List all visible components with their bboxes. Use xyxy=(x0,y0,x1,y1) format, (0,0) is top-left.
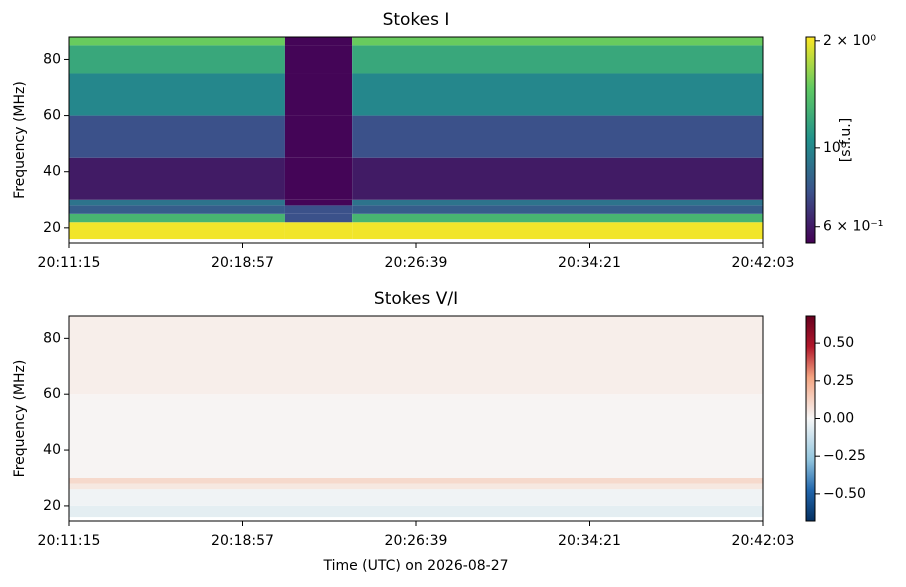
heatmap-cell xyxy=(69,199,285,206)
colorbar-tick-label: −0.50 xyxy=(823,486,866,502)
y-tick-label: 20 xyxy=(43,498,61,514)
heatmap-cell xyxy=(284,157,353,200)
x-axis-label: Time (UTC) on 2026-08-27 xyxy=(322,558,508,574)
heatmap-cell xyxy=(69,73,285,116)
heatmap-cell xyxy=(352,73,763,116)
y-tick-label: 80 xyxy=(43,330,61,346)
x-tick-label: 20:42:03 xyxy=(732,533,795,549)
colorbar-tick-label: 6 × 10⁻¹ xyxy=(823,219,883,235)
colorbar xyxy=(805,315,816,522)
heatmap-cell xyxy=(352,45,763,74)
y-tick-label: 40 xyxy=(43,442,61,458)
heatmap-cell xyxy=(352,205,763,214)
heatmap-cell xyxy=(352,222,763,240)
heatmap-cell xyxy=(284,199,353,206)
colorbar-tick-label: 0.50 xyxy=(823,335,854,351)
chart-title: Stokes V/I xyxy=(374,289,458,309)
y-tick-label: 60 xyxy=(43,386,61,402)
heatmap-cell xyxy=(284,115,353,158)
heatmap-cell xyxy=(284,205,353,214)
x-tick-label: 20:11:15 xyxy=(38,255,101,271)
x-tick-label: 20:34:21 xyxy=(558,255,621,271)
y-tick-label: 20 xyxy=(43,220,61,236)
x-tick-label: 20:34:21 xyxy=(558,533,621,549)
colorbar-tick-label: 0.00 xyxy=(823,411,854,427)
heatmap-cell xyxy=(69,115,285,158)
colorbar-tick-label: 0.25 xyxy=(823,373,854,389)
x-tick-label: 20:26:39 xyxy=(385,255,448,271)
colorbar-tick-label: −0.25 xyxy=(823,448,866,464)
heatmap-cell xyxy=(284,73,353,116)
heatmap-cell xyxy=(352,157,763,200)
colorbar-tick-label: 2 × 10⁰ xyxy=(823,33,876,49)
x-tick-label: 20:11:15 xyxy=(38,533,101,549)
heatmap-cell xyxy=(284,45,353,74)
y-tick-label: 60 xyxy=(43,108,61,124)
y-axis-label: Frequency (MHz) xyxy=(12,360,28,478)
y-tick-label: 80 xyxy=(43,51,61,67)
y-axis-label: Frequency (MHz) xyxy=(12,81,28,199)
x-tick-label: 20:18:57 xyxy=(211,255,274,271)
x-tick-label: 20:26:39 xyxy=(385,533,448,549)
chart-title: Stokes I xyxy=(383,10,450,30)
heatmap-cell xyxy=(352,213,763,223)
heatmap-cell xyxy=(69,394,763,478)
x-tick-label: 20:18:57 xyxy=(211,533,274,549)
heatmap-cell xyxy=(69,316,763,395)
heatmap-cell xyxy=(69,205,285,214)
heatmap-cell xyxy=(69,477,763,484)
heatmap-cell xyxy=(69,213,285,223)
heatmap-cell xyxy=(69,222,285,240)
colorbar xyxy=(805,36,816,244)
heatmap-cell xyxy=(69,157,285,200)
heatmap-cell xyxy=(69,505,763,518)
heatmap-cell xyxy=(352,199,763,206)
heatmap-cell xyxy=(69,483,763,490)
colorbar-label: [s.f.u.] xyxy=(838,118,854,162)
y-tick-label: 40 xyxy=(43,164,61,180)
heatmap-cell xyxy=(284,222,353,240)
heatmap-cell xyxy=(352,115,763,158)
heatmap-cell xyxy=(69,45,285,74)
heatmap-cell xyxy=(352,37,763,46)
heatmap-cell xyxy=(69,37,285,46)
x-tick-label: 20:42:03 xyxy=(732,255,795,271)
colorbar-tick-label: 10⁰ xyxy=(823,140,847,156)
heatmap-cell xyxy=(69,489,763,506)
heatmap-cell xyxy=(284,37,353,46)
heatmap-cell xyxy=(284,213,353,223)
